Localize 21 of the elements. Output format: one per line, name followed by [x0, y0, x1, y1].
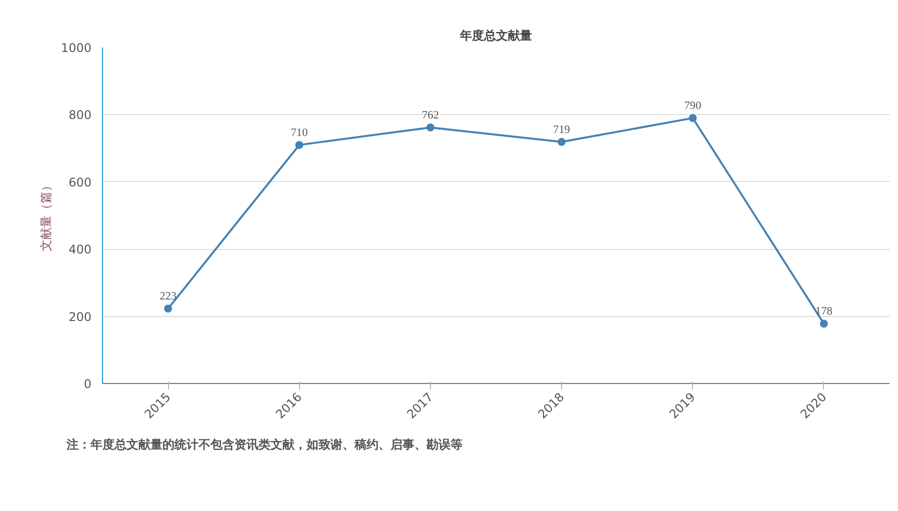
- data-label: 790: [684, 100, 702, 112]
- point: [558, 138, 566, 146]
- text: 注：年度总文献量的统计不包含资讯类文献，如致谢、稿约、启事、勘误等: [66, 438, 462, 452]
- point: [688, 114, 697, 122]
- y-tick-label: 1000: [60, 41, 92, 55]
- y-tick-label: 400: [68, 242, 92, 257]
- point: [426, 123, 434, 132]
- chart-title: 年度总文献量: [459, 28, 532, 42]
- point: [295, 140, 304, 149]
- y-tick-label: 600: [68, 175, 92, 190]
- y-axis-title: 文献量（篇）: [38, 180, 53, 252]
- y-tick-label: 0: [84, 377, 92, 391]
- data-label: 178: [815, 306, 833, 318]
- y-tick-label: 200: [68, 310, 92, 324]
- data-label: 710: [290, 126, 308, 139]
- point: [164, 304, 172, 313]
- data-label: 719: [553, 124, 570, 136]
- y-tick-label: 800: [68, 108, 92, 122]
- data-label: 223: [160, 290, 177, 303]
- data-label: 762: [422, 109, 440, 122]
- point: [820, 320, 828, 328]
